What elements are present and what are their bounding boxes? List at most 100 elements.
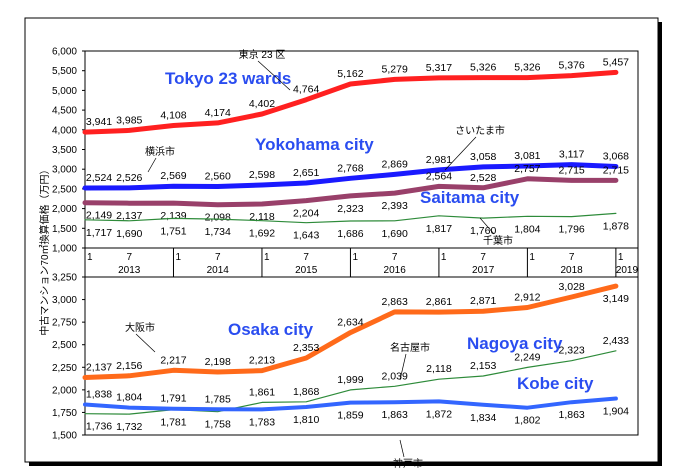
data-label: 3,117 [559, 149, 585, 161]
series-line-Kobe city [83, 396, 618, 412]
data-label: 1,760 [470, 225, 496, 237]
y-tick-label: 5,000 [52, 86, 77, 97]
data-label: 2,564 [426, 170, 452, 182]
series-name-label: Nagoya city [467, 334, 563, 353]
data-label: 2,204 [293, 208, 319, 220]
series-jp-label: さいたま市 [455, 124, 505, 137]
data-label: 1,859 [337, 410, 363, 422]
month-label: 1 [529, 252, 535, 263]
y-axis-title: 中古マンション70㎡換算価格（万円） [38, 164, 51, 335]
data-label: 2,863 [382, 296, 408, 308]
data-label: 1,791 [160, 393, 186, 405]
data-label: 2,153 [470, 360, 496, 372]
data-label: 1,834 [470, 412, 496, 424]
y-tick-label: 1,500 [52, 224, 77, 235]
data-label: 2,715 [603, 164, 629, 176]
data-label: 2,149 [86, 210, 112, 222]
data-label: 2,569 [160, 170, 186, 182]
data-label: 1,686 [337, 228, 363, 240]
y-tick-label: 3,000 [52, 165, 77, 176]
plot-area [84, 276, 639, 436]
series-jp-label: 東京 23 区 [239, 48, 286, 61]
series-line-Yokohama city [82, 162, 619, 191]
data-label: 3,149 [603, 293, 629, 305]
month-label: 1 [87, 252, 93, 263]
data-label: 1,783 [249, 416, 275, 428]
data-label: 1,904 [603, 406, 629, 418]
month-label: 1 [441, 252, 447, 263]
month-label: 1 [618, 252, 624, 263]
y-tick-label: 4,000 [52, 125, 77, 136]
leader-line [399, 353, 407, 381]
year-label: 2013 [118, 265, 141, 276]
leader-line [444, 136, 477, 171]
y-tick-label: 1,750 [52, 408, 77, 419]
data-label: 1,690 [382, 228, 408, 240]
data-label: 1,804 [116, 392, 142, 404]
data-label: 1,863 [558, 409, 584, 421]
series-name-label: Tokyo 23 wards [165, 69, 291, 88]
data-label: 2,528 [470, 172, 496, 184]
data-label: 2,634 [337, 317, 363, 329]
data-label: 3,081 [514, 150, 540, 162]
bottom-panel: 1,500 1,750 2,000 2,250 2,500 2,750 3,000 3,250… [52, 273, 639, 470]
series-name-label: Yokohama city [255, 135, 374, 154]
top-panel: 1,000 1,500 2,000 2,500 3,000 3,500 4,000 4,500… [52, 47, 639, 255]
series-name-label: Kobe city [517, 374, 594, 393]
data-label: 2,981 [426, 154, 452, 166]
data-label: 1,734 [205, 226, 231, 238]
y-tick-label: 4,500 [52, 106, 77, 117]
data-label: 2,217 [160, 354, 186, 366]
data-label: 2,869 [382, 158, 408, 170]
y-tick-label: 3,000 [52, 295, 77, 306]
data-label: 5,162 [337, 68, 363, 80]
y-tick-label: 5,500 [52, 66, 77, 77]
data-label: 1,785 [205, 393, 231, 405]
data-label: 2,560 [205, 171, 231, 183]
data-label: 1,861 [249, 386, 275, 398]
data-label: 2,433 [603, 335, 629, 347]
data-label: 5,457 [603, 56, 629, 68]
data-label: 1,736 [86, 421, 112, 433]
year-label: 2014 [207, 265, 230, 276]
data-label: 2,213 [249, 355, 275, 367]
data-label: 3,941 [86, 116, 112, 128]
series-line-Osaka city [82, 283, 619, 380]
year-label: 2019 [616, 265, 639, 276]
data-label: 1,751 [160, 225, 186, 237]
series-jp-label: 千葉市 [483, 234, 513, 247]
data-label: 1,838 [86, 388, 112, 400]
leader-line [135, 333, 156, 353]
data-label: 2,137 [86, 361, 112, 373]
data-label: 1,817 [426, 223, 452, 235]
y-tick-label: 3,250 [52, 273, 77, 284]
data-label: 1,804 [514, 223, 540, 235]
data-label: 1,781 [160, 417, 186, 429]
data-label: 1,868 [293, 386, 319, 398]
y-tick-label: 2,500 [52, 340, 77, 351]
y-tick-label: 2,000 [52, 204, 77, 215]
data-label: 2,768 [337, 162, 363, 174]
data-label: 2,139 [160, 210, 186, 222]
data-label: 1,863 [382, 409, 408, 421]
data-label: 1,758 [205, 419, 231, 431]
data-label: 1,796 [558, 224, 584, 236]
series-jp-label: 神戸市 [393, 457, 423, 470]
year-label: 2017 [472, 265, 495, 276]
data-label: 1,999 [337, 374, 363, 386]
data-label: 2,598 [249, 169, 275, 181]
month-label: 7 [480, 252, 486, 263]
x-axis-strip: 1 7 2013 1 7 2014 1 7 2015 1 7 2016 1 7 2017 1 7 2018 1 201… [84, 247, 639, 278]
series-name-label: Saitama city [420, 188, 520, 207]
data-label: 1,717 [86, 227, 112, 239]
leader-line [479, 217, 495, 235]
data-label: 1,802 [514, 415, 540, 427]
month-label: 7 [303, 252, 309, 263]
leader-line [257, 60, 291, 91]
data-label: 1,732 [116, 421, 142, 433]
data-label: 3,985 [116, 114, 142, 126]
y-tick-label: 2,000 [52, 385, 77, 396]
year-label: 2016 [384, 265, 407, 276]
series-jp-label: 大阪市 [125, 321, 155, 334]
data-label: 1,872 [426, 408, 452, 420]
